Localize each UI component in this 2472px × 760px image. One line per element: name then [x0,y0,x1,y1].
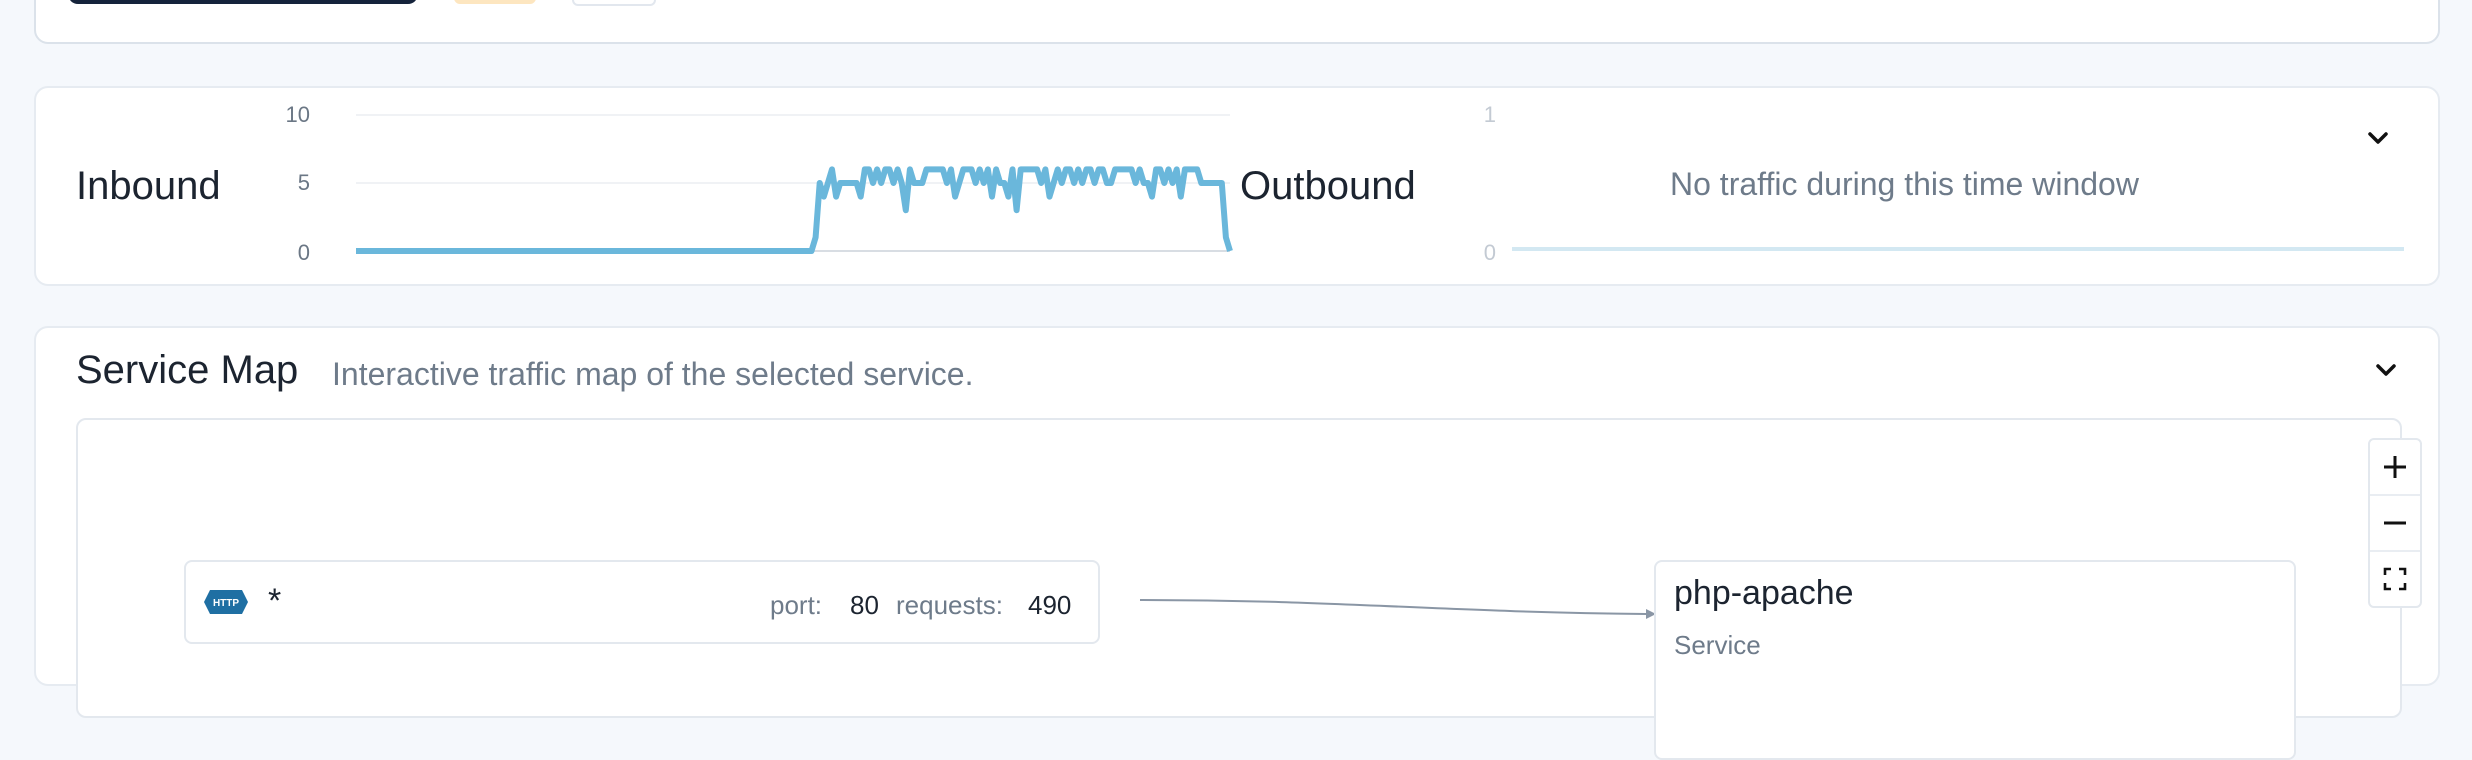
fit-view-button[interactable] [2370,552,2420,606]
minus-icon [2384,521,2406,525]
inbound-ytick-10: 10 [285,102,310,127]
fit-view-icon [2383,567,2407,591]
service-node[interactable]: php-apache Service [1654,560,2296,760]
secondary-action-button[interactable] [572,0,656,6]
primary-action-button[interactable] [68,0,418,4]
inbound-series-line [356,166,1233,254]
requests-value: 490 [1028,590,1072,620]
chevron-down-icon[interactable] [2366,126,2390,150]
service-map-title: Service Map [76,348,299,392]
requests-label: requests: [896,590,1003,620]
chevron-down-icon[interactable] [2374,358,2398,382]
status-badge [454,0,536,4]
outbound-title: Outbound [1240,164,1416,208]
http-protocol-icon: HTTP [204,590,248,614]
plus-icon [2384,456,2406,478]
inbound-ytick-0: 0 [297,240,310,265]
inbound-ytick-5: 5 [297,170,310,195]
svg-text:HTTP: HTTP [213,598,239,609]
edge-source: * [268,582,282,620]
service-map-canvas[interactable]: HTTP * port: 80 requests: 490 php-apache… [76,418,2422,760]
edge-connector [1140,599,1656,619]
outbound-empty-baseline [1512,247,2404,251]
zoom-controls [2368,438,2422,608]
zoom-in-button[interactable] [2370,440,2420,496]
outbound-ytick-1: 1 [1483,102,1496,127]
port-label: port: [770,590,823,620]
inbound-title: Inbound [76,164,221,208]
inbound-chart [356,114,1233,254]
traffic-edge-node[interactable]: HTTP * port: 80 requests: 490 [184,560,1100,644]
port-value: 80 [850,590,879,620]
no-traffic-message: No traffic during this time window [1670,166,2139,202]
traffic-card: Inbound 10 5 0 Outbound 1 0 No traffic d… [34,86,2440,286]
service-kind: Service [1674,630,1761,660]
service-map-subtitle: Interactive traffic map of the selected … [332,356,974,392]
service-name: php-apache [1674,574,1854,612]
service-map-card: Service Map Interactive traffic map of t… [34,326,2440,760]
outbound-ytick-0: 0 [1483,240,1496,265]
zoom-out-button[interactable] [2370,496,2420,552]
previous-section-card [34,0,2440,44]
